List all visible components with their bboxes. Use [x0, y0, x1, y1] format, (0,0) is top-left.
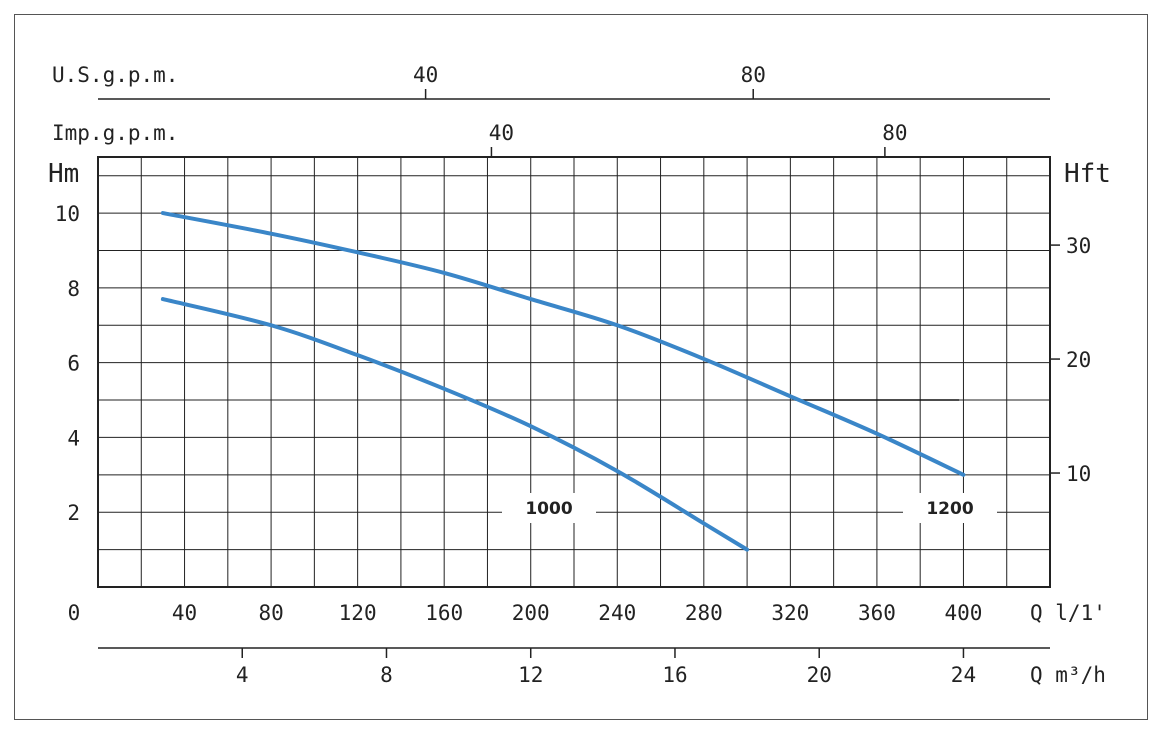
x-tick-label: 400 [944, 601, 982, 625]
y-tick-label: 2 [67, 501, 80, 525]
y-axis-label: Hm [48, 159, 79, 189]
x-tick-label: 80 [258, 601, 283, 625]
x-tick-label: 40 [172, 601, 197, 625]
x-axis-label: Q l/1' [1030, 601, 1106, 625]
series-label-bg [502, 493, 596, 523]
chart-frame [14, 14, 1148, 720]
plot-border [97, 156, 1051, 588]
x-m3h-tick-label: 20 [807, 663, 832, 687]
x-m3h-tick-label: 12 [518, 663, 543, 687]
x-tick-label: 200 [512, 601, 550, 625]
y-right-tick-label: 30 [1066, 234, 1091, 258]
x-m3h-tick-label: 24 [951, 663, 976, 687]
x-tick-label: 240 [598, 601, 636, 625]
x-tick-label: 160 [425, 601, 463, 625]
x-usgpm-tick-label: 40 [413, 63, 438, 87]
x-m3h-tick-label: 8 [380, 663, 393, 687]
y-tick-label: 6 [67, 352, 80, 376]
series-label-bg [903, 493, 997, 523]
y-tick-label: 10 [55, 202, 80, 226]
x-usgpm-axis-label: U.S.g.p.m. [52, 63, 178, 87]
series-line-1200 [160, 211, 966, 477]
x-impgpm-axis-label: Imp.g.p.m. [52, 121, 178, 145]
x-impgpm-tick-label: 40 [489, 121, 514, 145]
x-impgpm-tick-label: 80 [882, 121, 907, 145]
x-tick-label: 360 [858, 601, 896, 625]
series-line-1000 [160, 297, 750, 552]
y-right-tick-label: 10 [1066, 462, 1091, 486]
series-label: 1200 [926, 499, 973, 519]
x-tick-label: 280 [685, 601, 723, 625]
x-tick-label: 320 [771, 601, 809, 625]
y-right-tick-label: 20 [1066, 348, 1091, 372]
x-m3h-tick-label: 16 [662, 663, 687, 687]
y-tick-label: 8 [67, 277, 80, 301]
x-tick-label: 0 [68, 601, 81, 625]
x-usgpm-tick-label: 80 [741, 63, 766, 87]
x-tick-label: 120 [339, 601, 377, 625]
series-label: 1000 [525, 499, 572, 519]
y-right-axis-label: Hft [1064, 159, 1111, 189]
x-m3h-axis-label: Q m³/h [1030, 663, 1106, 687]
x-m3h-tick-label: 4 [236, 663, 249, 687]
y-tick-label: 4 [67, 426, 80, 450]
